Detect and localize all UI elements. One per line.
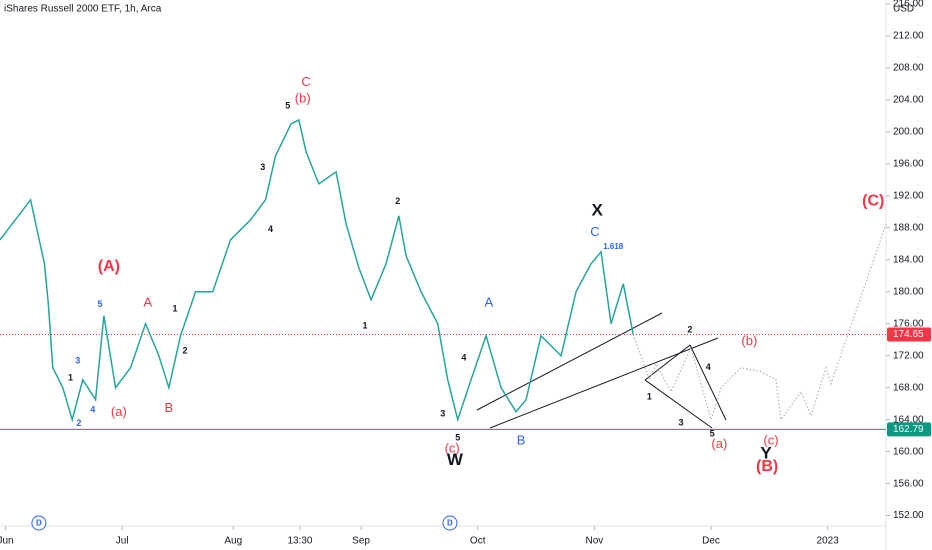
chart-title: iShares Russell 2000 ETF, 1h, Arca xyxy=(4,4,162,15)
price-badge-label: 174.65 xyxy=(893,329,924,340)
wave-label: 1.618 xyxy=(603,242,624,251)
wave-label: 3 xyxy=(440,408,445,418)
wave-label: C xyxy=(301,74,310,89)
wave-label: 4 xyxy=(706,362,711,372)
wave-label: (A) xyxy=(98,258,120,275)
y-tick-label: 160.00 xyxy=(893,446,924,457)
y-tick-label: 156.00 xyxy=(893,478,924,489)
wave-label: B xyxy=(165,400,174,415)
x-tick-label: 13:30 xyxy=(287,536,312,547)
wave-label: 3 xyxy=(75,356,80,366)
y-axis-label: USD xyxy=(893,4,914,15)
x-tick-label: Aug xyxy=(224,536,242,547)
trend-line xyxy=(644,379,713,429)
wave-label: (b) xyxy=(741,333,757,348)
x-tick-label: Oct xyxy=(470,536,486,547)
wave-label: 2 xyxy=(395,196,400,206)
dividend-marker xyxy=(31,515,47,531)
y-tick-label: 164.00 xyxy=(893,414,924,425)
y-tick-label: 208.00 xyxy=(893,63,924,74)
y-tick-label: 184.00 xyxy=(893,254,924,265)
wave-label: 2 xyxy=(182,345,187,355)
y-tick-label: 192.00 xyxy=(893,190,924,201)
y-tick-label: 200.00 xyxy=(893,127,924,138)
wave-label: (a) xyxy=(111,404,127,419)
x-tick-label: Jul xyxy=(116,536,129,547)
wave-label: 5 xyxy=(710,428,715,438)
y-tick-label: 204.00 xyxy=(893,95,924,106)
wave-label: (c) xyxy=(763,433,778,448)
wave-label: (c) xyxy=(445,441,460,456)
x-tick-label: Jun xyxy=(0,536,14,547)
y-tick-label: 168.00 xyxy=(893,382,924,393)
wave-label: (a) xyxy=(711,436,727,451)
wave-label: A xyxy=(143,294,152,309)
wave-label: 4 xyxy=(90,404,95,414)
y-tick-label: 212.00 xyxy=(893,31,924,42)
y-tick-label: 180.00 xyxy=(893,286,924,297)
wave-label: 4 xyxy=(268,224,273,234)
dividend-label: D xyxy=(447,519,453,528)
wave-label: 1 xyxy=(68,372,73,382)
wave-label: (B) xyxy=(756,458,778,475)
trend-line xyxy=(644,344,691,381)
wave-label: (C) xyxy=(862,193,884,210)
wave-label: 5 xyxy=(285,101,290,111)
y-tick-label: 176.00 xyxy=(893,318,924,329)
wave-label: 1 xyxy=(647,392,652,402)
y-tick-label: 172.00 xyxy=(893,350,924,361)
wave-label: 1 xyxy=(172,304,177,314)
wave-label: C xyxy=(590,224,599,239)
price-line xyxy=(0,118,634,423)
projection-line xyxy=(632,223,887,422)
trend-line xyxy=(689,344,727,421)
price-badge xyxy=(887,422,931,437)
trend-line xyxy=(476,312,663,411)
y-tick-label: 196.00 xyxy=(893,159,924,170)
y-tick-label: 188.00 xyxy=(893,222,924,233)
x-tick-label: Sep xyxy=(352,536,370,547)
wave-label: Y xyxy=(760,444,772,463)
wave-label: W xyxy=(447,450,464,469)
wave-label: X xyxy=(591,201,603,220)
wave-label: 2 xyxy=(687,325,692,335)
trend-lines xyxy=(476,312,727,429)
x-tick-label: Dec xyxy=(702,536,720,547)
wave-label: 4 xyxy=(461,353,466,363)
x-tick-label: Nov xyxy=(585,536,603,547)
price-badge xyxy=(887,327,931,342)
dividend-label: D xyxy=(36,519,42,528)
wave-label: A xyxy=(484,294,493,309)
wave-label: 3 xyxy=(679,417,684,427)
wave-label: 5 xyxy=(455,432,460,442)
y-tick-label: 152.00 xyxy=(893,510,924,521)
y-tick-label: 216.00 xyxy=(893,0,924,10)
x-tick-label: 2023 xyxy=(817,536,840,547)
wave-label: 1 xyxy=(362,321,367,331)
dividend-marker xyxy=(442,515,458,531)
wave-label: 2 xyxy=(76,418,81,428)
wave-label: 5 xyxy=(97,299,102,309)
wave-label: B xyxy=(517,433,526,448)
wave-label: 3 xyxy=(260,162,265,172)
wave-label: (b) xyxy=(295,91,311,106)
price-badge-label: 162.79 xyxy=(893,424,924,435)
